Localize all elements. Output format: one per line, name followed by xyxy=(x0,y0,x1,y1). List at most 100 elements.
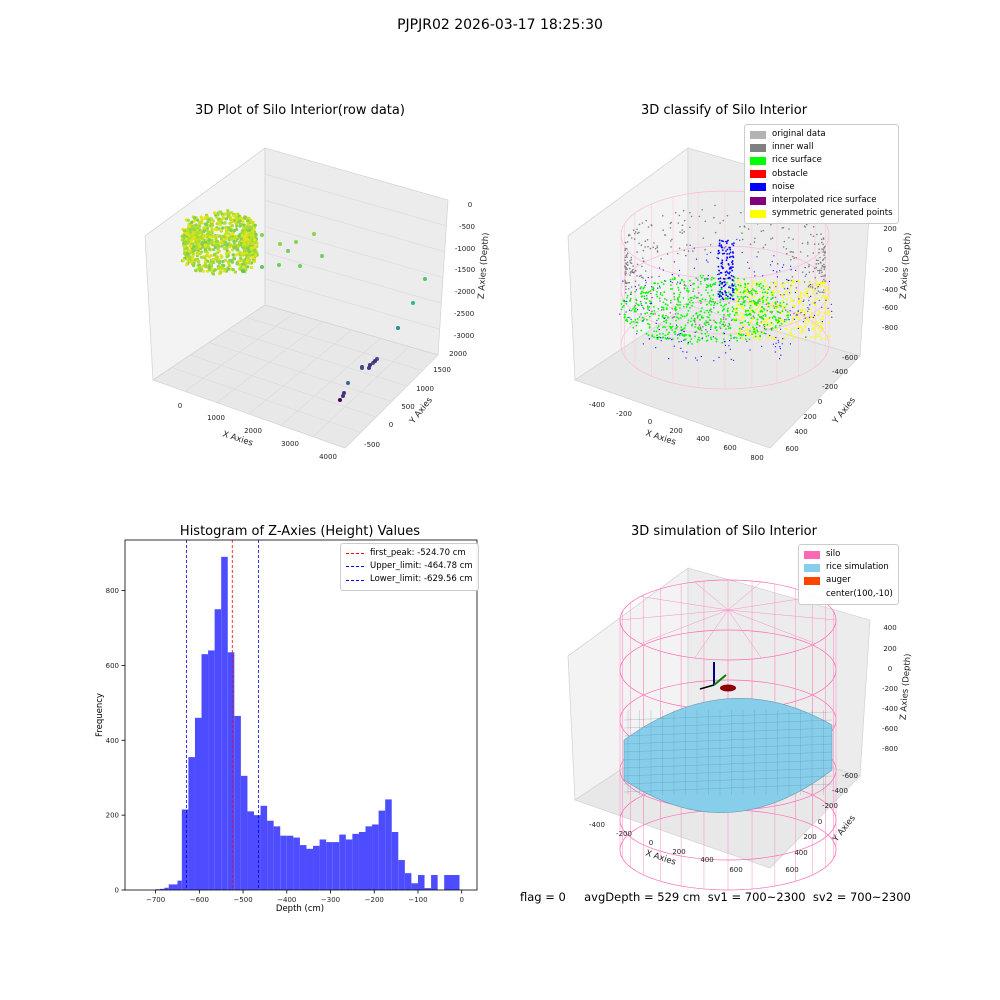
rice-point xyxy=(652,306,655,308)
data-point xyxy=(368,363,372,367)
noise-point xyxy=(683,339,685,341)
rice-point xyxy=(710,308,712,311)
rice-point xyxy=(743,304,746,307)
rice-point xyxy=(659,286,661,289)
data-point xyxy=(186,252,190,256)
wall-point xyxy=(709,244,712,246)
symmetric-point xyxy=(801,308,803,310)
z-tick-label: -400 xyxy=(882,705,898,713)
rice-point xyxy=(736,289,738,291)
symmetric-point xyxy=(758,303,761,306)
noise-point xyxy=(680,347,682,349)
rice-point xyxy=(658,336,661,339)
z-tick-label: -2000 xyxy=(455,288,475,296)
symmetric-point xyxy=(760,281,763,283)
rice-point xyxy=(653,330,656,333)
grid-line xyxy=(246,317,423,371)
rice-point xyxy=(787,316,789,319)
rice-point xyxy=(643,286,646,288)
noise-point xyxy=(720,272,723,274)
noise-point xyxy=(783,264,785,266)
rice-point xyxy=(683,327,686,329)
rice-point xyxy=(737,284,740,286)
data-point xyxy=(231,232,235,236)
wall-point xyxy=(624,259,626,262)
rice-point xyxy=(771,310,774,313)
noise-point xyxy=(726,248,729,251)
rice-point xyxy=(690,338,693,340)
data-point xyxy=(260,233,264,237)
wall-point xyxy=(719,241,721,243)
symmetric-point xyxy=(800,291,802,294)
rice-point xyxy=(744,282,746,285)
noise-point xyxy=(789,310,791,312)
legend-label: center(100,-10) xyxy=(826,588,893,599)
symmetric-point xyxy=(767,334,770,337)
histogram-bar xyxy=(194,717,202,890)
wall-point xyxy=(681,229,684,231)
symmetric-point xyxy=(812,302,814,305)
symmetric-point xyxy=(826,335,829,337)
rice-point xyxy=(643,295,646,298)
data-point xyxy=(217,244,221,249)
symmetric-point xyxy=(764,324,767,327)
data-point xyxy=(235,217,239,221)
noise-point xyxy=(707,278,709,280)
legend-label: symmetric generated points xyxy=(772,208,893,219)
wall-point xyxy=(789,251,791,253)
noise-point xyxy=(775,342,777,344)
data-point xyxy=(223,258,227,262)
symmetric-point xyxy=(824,285,826,288)
noise-point xyxy=(731,260,734,262)
noise-point xyxy=(717,265,720,268)
symmetric-point xyxy=(813,293,816,296)
rice-point xyxy=(697,286,700,288)
wall-point xyxy=(671,317,674,319)
noise-point xyxy=(726,253,728,255)
symmetric-point xyxy=(804,325,807,328)
noise-point xyxy=(729,340,731,342)
symmetric-point xyxy=(813,298,816,300)
noise-point xyxy=(764,328,766,330)
wall-point xyxy=(764,244,767,246)
rice-point xyxy=(710,278,713,281)
rice-point xyxy=(638,316,641,318)
rice-point xyxy=(719,326,721,328)
rice-point xyxy=(739,337,742,339)
rice-point xyxy=(669,322,672,325)
grid-line xyxy=(264,278,440,330)
histogram-bar xyxy=(221,556,228,890)
noise-point xyxy=(685,357,687,359)
rice-point xyxy=(761,297,764,300)
noise-point xyxy=(630,318,632,320)
rice-point xyxy=(694,326,696,328)
rice-point xyxy=(685,289,688,292)
histogram-bar xyxy=(372,824,379,890)
rice-point xyxy=(678,334,681,337)
data-point xyxy=(207,218,212,222)
rice-point xyxy=(759,334,761,337)
rice-point xyxy=(769,310,772,313)
rice-point xyxy=(719,301,722,304)
wall-point xyxy=(626,248,628,250)
noise-point xyxy=(721,282,723,285)
rice-point xyxy=(771,297,774,300)
data-point xyxy=(254,232,258,236)
noise-point xyxy=(779,270,781,272)
rice-point xyxy=(676,316,678,319)
wall-point xyxy=(803,299,805,301)
rice-point xyxy=(731,295,734,298)
data-point xyxy=(189,239,194,243)
symmetric-point xyxy=(794,306,796,308)
symmetric-point xyxy=(769,306,771,309)
symmetric-point xyxy=(775,320,778,323)
y-tick-label: 400 xyxy=(794,428,807,436)
data-point xyxy=(212,247,216,252)
symmetric-point xyxy=(795,323,798,325)
noise-point xyxy=(728,256,731,259)
rice-point xyxy=(709,326,712,329)
rice-point xyxy=(640,292,643,294)
y-tick-label: -400 xyxy=(832,787,848,795)
rice-point xyxy=(693,317,696,320)
rice-point xyxy=(778,324,781,327)
